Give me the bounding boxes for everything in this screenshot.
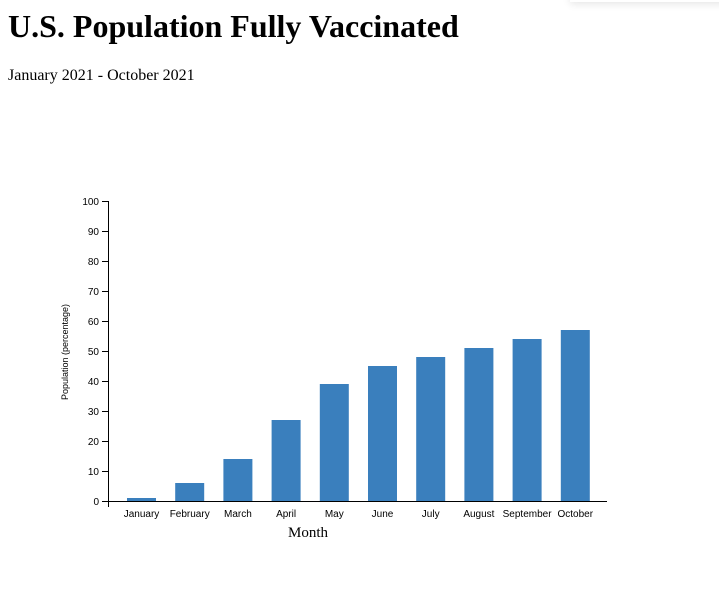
x-axis-title: Month xyxy=(288,525,329,541)
x-tick-label: September xyxy=(503,509,553,520)
bar-october xyxy=(560,330,590,501)
x-tick-label: May xyxy=(325,509,344,520)
page-title: U.S. Population Fully Vaccinated xyxy=(8,8,459,44)
bar-september xyxy=(512,339,542,501)
y-tick-label: 60 xyxy=(88,317,100,328)
y-tick-label: 40 xyxy=(88,377,100,388)
bar-march xyxy=(223,459,253,501)
y-tick-label: 50 xyxy=(88,347,100,358)
x-tick-label: June xyxy=(372,509,394,520)
y-tick-label: 20 xyxy=(88,437,100,448)
bar-may xyxy=(319,384,349,501)
y-axis: 0 10 20 30 40 50 60 70 80 90 100 xyxy=(82,197,109,508)
bar-june xyxy=(368,366,397,501)
x-tick-label: October xyxy=(558,509,594,520)
bar-august xyxy=(464,348,494,501)
bar-july xyxy=(416,357,446,501)
y-tick-label: 70 xyxy=(88,287,100,298)
x-tick-label: April xyxy=(276,509,296,520)
y-tick-label: 30 xyxy=(88,407,100,418)
x-tick-label: July xyxy=(422,509,440,520)
x-tick-label: March xyxy=(224,509,252,520)
y-tick-label: 100 xyxy=(82,197,99,208)
y-tick-label: 80 xyxy=(88,257,100,268)
bar-april xyxy=(271,420,301,501)
bar-january xyxy=(127,498,156,501)
y-tick-label: 0 xyxy=(93,497,99,508)
x-tick-label: August xyxy=(463,509,494,520)
window-edge-shadow xyxy=(570,0,719,2)
bar-february xyxy=(175,483,205,501)
x-axis: January February March April May June July Augu… xyxy=(108,501,607,520)
y-axis-title: Population (percentage) xyxy=(60,304,70,400)
x-tick-label: January xyxy=(124,509,160,520)
bars-group xyxy=(127,330,590,501)
page-subtitle: January 2021 - October 2021 xyxy=(8,67,195,84)
y-tick-label: 90 xyxy=(88,227,100,238)
y-tick-label: 10 xyxy=(88,467,100,478)
x-tick-label: February xyxy=(170,509,210,520)
